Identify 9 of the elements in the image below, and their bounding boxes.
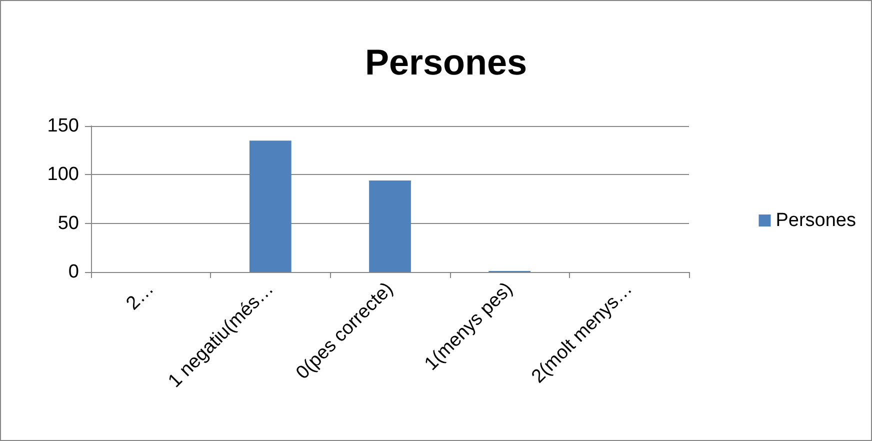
y-tick-label: 150 <box>47 116 79 136</box>
bar <box>369 180 411 272</box>
x-tick-label: 2… <box>122 278 158 314</box>
bar <box>249 140 292 272</box>
chart-title: Persones <box>364 42 528 82</box>
y-tick-label: 100 <box>47 164 79 186</box>
y-tick-label: 0 <box>68 262 79 282</box>
legend-label: Persones <box>776 210 856 231</box>
y-tick-label: 50 <box>58 212 79 234</box>
